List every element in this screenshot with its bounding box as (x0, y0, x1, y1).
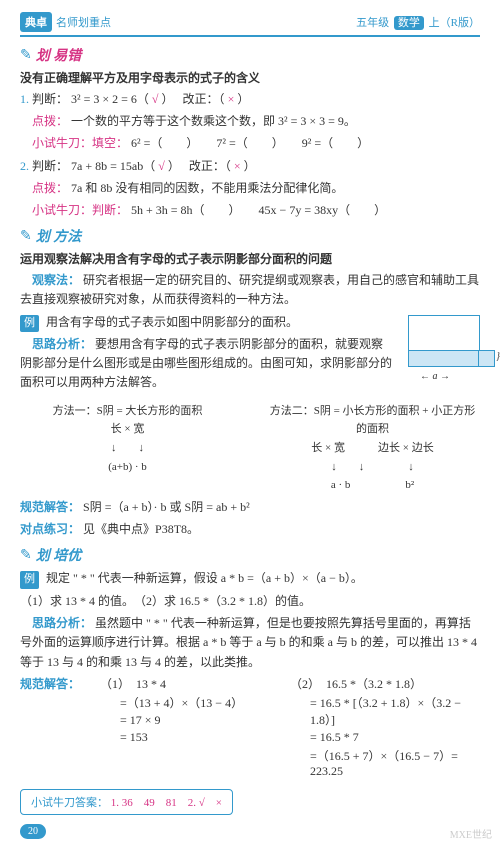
example-badge: 例 (20, 315, 39, 333)
figure-diagram: ← a → }b (400, 315, 480, 370)
answer-label-3: 规范解答： (20, 675, 100, 781)
section-header-1: ✎ 划 易错 (20, 45, 480, 65)
subject-badge: 数学 (394, 16, 424, 30)
try-2: 小试牛刀：判断： 5h + 3h = 8h（ ） 45x − 7y = 38xy… (20, 201, 480, 220)
calc-1: （1） 13 * 4 =（13 + 4）×（13 − 4） = 17 × 9 =… (100, 675, 290, 781)
answer-box: 小试牛刀答案： 1. 36 49 81 2. √ × (20, 789, 233, 815)
pencil-icon: ✎ (20, 547, 32, 564)
section-title-2: 划 方法 (36, 226, 82, 246)
page-number: 20 (20, 824, 46, 839)
hint-2: 点拨： 7a 和 8b 没有相同的因数，不能用乘法分配律化简。 (20, 179, 480, 198)
analysis-3: 思路分析： 虽然题中 " * " 代表一种新运算，但是也要按照先算括号里面的，再… (20, 614, 480, 672)
intro-1: 没有正确理解平方及用字母表示的式子的含义 (20, 69, 480, 86)
grade-text: 五年级 (356, 17, 389, 29)
judge-2: 2. 判断： 7a + 8b = 15ab（ √ ） 改正：（ × ） (20, 157, 480, 176)
logo: 典卓 (20, 12, 52, 32)
pencil-icon: ✎ (20, 228, 32, 245)
section-title-3: 划 培优 (36, 545, 82, 565)
observation: 观察法： 研究者根据一定的研究目的、研究提纲或观察表，用自己的感官和辅助工具去直… (20, 271, 480, 309)
methods-row: 方法一：S阴 = 大长方形的面积 长 × 宽 ↓ ↓ (a+b) · b 方法二… (20, 402, 480, 495)
watermark: MXE世纪 (450, 826, 492, 841)
section-header-2: ✎ 划 方法 (20, 226, 480, 246)
example-3: 例 规定 " * " 代表一种新运算，假设 a * b =（a + b）×（a … (20, 569, 480, 589)
method-1: 方法一：S阴 = 大长方形的面积 长 × 宽 ↓ ↓ (a+b) · b (20, 402, 235, 495)
calc-2: （2） 16.5 *（3.2 * 1.8） = 16.5 * [（3.2 + 1… (290, 675, 480, 781)
grade-info: 五年级 数学 上（R版） (356, 14, 480, 30)
example-badge: 例 (20, 571, 39, 589)
hint-1: 点拨： 一个数的平方等于这个数乘这个数，即 3² = 3 × 3 = 9。 (20, 112, 480, 131)
try-1: 小试牛刀：填空： 6² =（ ） 7² =（ ） 9² =（ ） (20, 134, 480, 153)
pencil-icon: ✎ (20, 47, 32, 64)
judge-1: 1. 判断： 3² = 3 × 2 = 6（ √ ） 改正：（ × ） (20, 90, 480, 109)
calc-row: 规范解答： （1） 13 * 4 =（13 + 4）×（13 − 4） = 17… (20, 675, 480, 781)
practice-2: 对点练习： 见《典中点》P38T8。 (20, 520, 480, 539)
section-header-3: ✎ 划 培优 (20, 545, 480, 565)
section-title-1: 划 易错 (36, 45, 82, 65)
method-2: 方法二：S阴 = 小长方形的面积 + 小正方形的面积 长 × 宽 边长 × 边长… (265, 402, 480, 495)
volume-text: 上（R版） (429, 17, 480, 29)
intro-2: 运用观察法解决用含有字母的式子表示阴影部分面积的问题 (20, 250, 480, 267)
top-bar: 典卓 名师划重点 五年级 数学 上（R版） (20, 12, 480, 37)
answer-2: 规范解答： S阴 =（a + b）· b 或 S阴 = ab + b² (20, 498, 480, 517)
brand-title: 名师划重点 (56, 14, 111, 30)
question-3: （1）求 13 * 4 的值。 （2）求 16.5 *（3.2 * 1.8）的值… (20, 592, 480, 611)
